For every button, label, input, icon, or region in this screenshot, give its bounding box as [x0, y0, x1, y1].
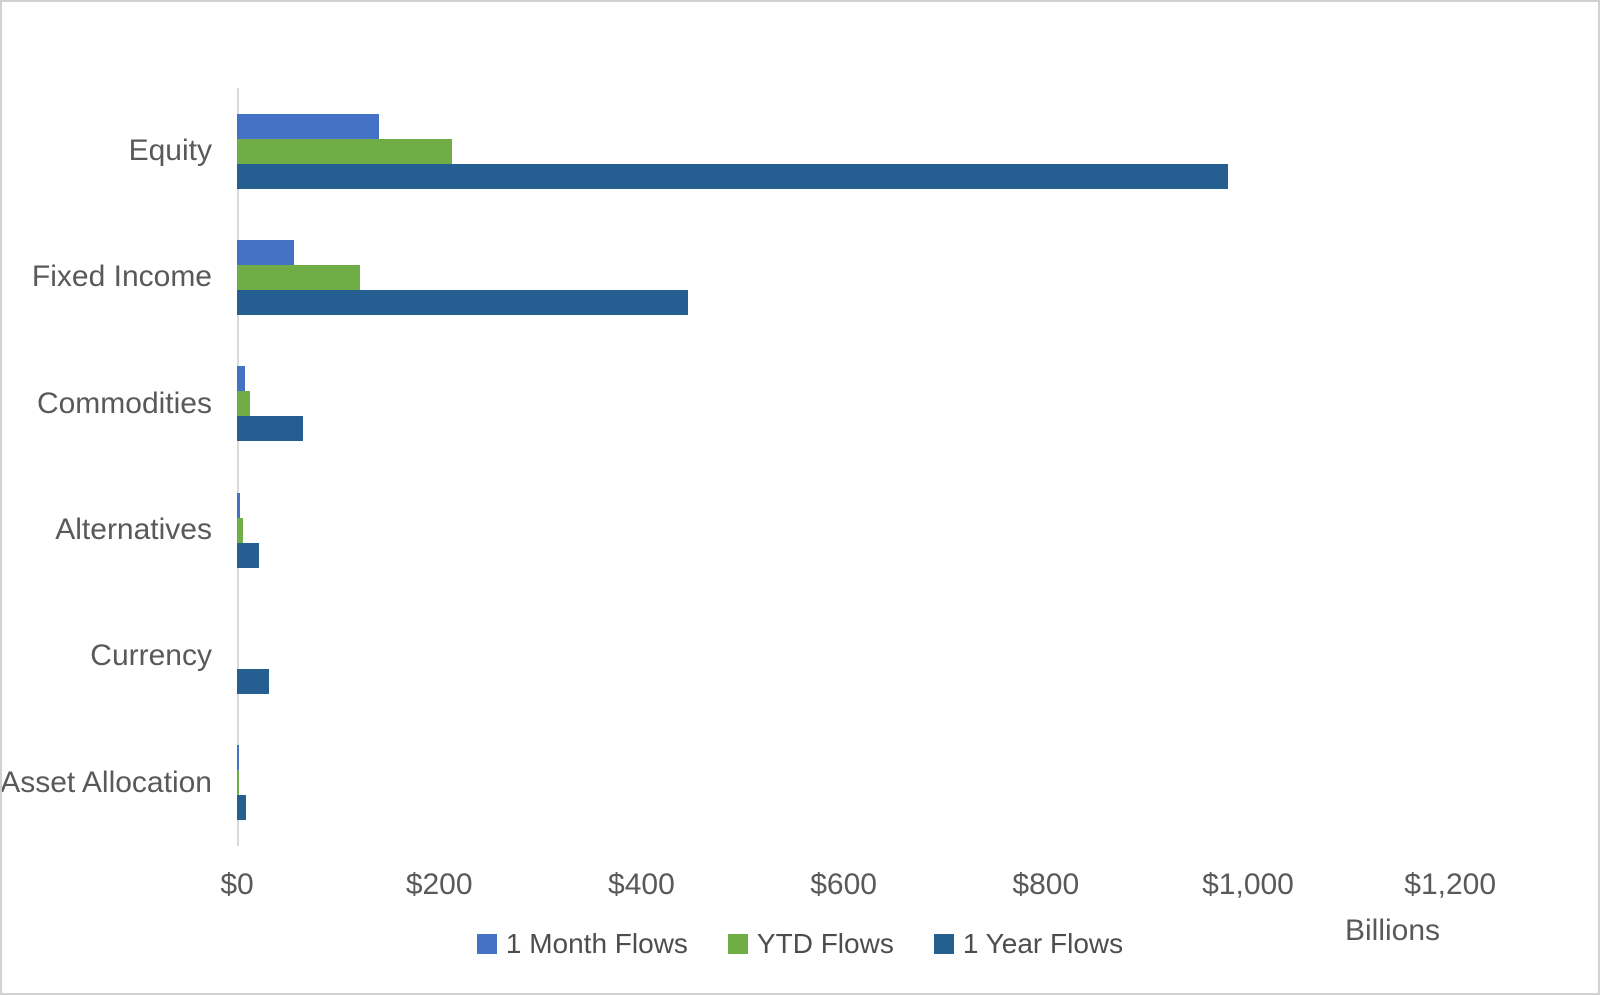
x-tick-label-400: $400 [608, 868, 675, 901]
bar-alternatives-ytd-flows [237, 517, 244, 543]
bar-fixed-income-1-year-flows [237, 290, 688, 315]
legend-swatch-ytd-flows [727, 934, 748, 954]
bar-asset-allocation-1-month-flows [237, 745, 240, 771]
legend: 1 Month Flows YTD Flows 1 Year Flows [2, 928, 1598, 960]
legend-item-ytd-flows: YTD Flows [727, 928, 894, 960]
bar-asset-allocation-1-year-flows [237, 795, 247, 821]
legend-swatch-1-month-flows [476, 934, 497, 954]
bar-fixed-income-ytd-flows [237, 265, 361, 290]
y-axis-line [237, 88, 239, 846]
bar-equity-ytd-flows [237, 138, 453, 164]
category-label-fixed-income: Fixed Income [31, 260, 212, 294]
x-axis-unit-label: Billions [1345, 914, 1441, 947]
category-label-equity: Equity [128, 134, 212, 168]
bar-fixed-income-1-month-flows [237, 240, 294, 265]
x-tick-label-0: $0 [220, 868, 254, 901]
bar-currency-1-year-flows [237, 669, 270, 694]
legend-label-ytd-flows: YTD Flows [756, 928, 894, 959]
x-tick-label-800: $800 [1012, 868, 1080, 901]
category-label-alternatives: Alternatives [55, 513, 212, 547]
legend-swatch-1-year-flows [933, 934, 954, 954]
bar-commodities-1-month-flows [237, 366, 246, 392]
bar-equity-1-month-flows [237, 113, 379, 139]
x-tick-label-600: $600 [810, 868, 877, 901]
x-tick-label-1200: $1,200 [1404, 868, 1497, 901]
bar-alternatives-1-month-flows [237, 492, 241, 518]
bar-equity-1-year-flows [237, 163, 1228, 189]
category-label-asset-allocation: Asset Allocation [0, 765, 212, 799]
legend-item-1-month-flows: 1 Month Flows [476, 928, 688, 960]
bar-commodities-ytd-flows [237, 391, 251, 417]
bar-asset-allocation-ytd-flows [237, 770, 240, 796]
x-tick-label-1000: $1,000 [1202, 868, 1294, 901]
legend-item-1-year-flows: 1 Year Flows [933, 928, 1124, 960]
x-tick-label-200: $200 [405, 868, 473, 901]
bar-commodities-1-year-flows [237, 416, 303, 442]
category-label-currency: Currency [90, 639, 212, 673]
category-label-commodities: Commodities [36, 386, 212, 420]
legend-label-1-month-flows: 1 Month Flows [505, 928, 688, 959]
legend-label-1-year-flows: 1 Year Flows [962, 928, 1124, 959]
bar-alternatives-1-year-flows [237, 542, 260, 568]
